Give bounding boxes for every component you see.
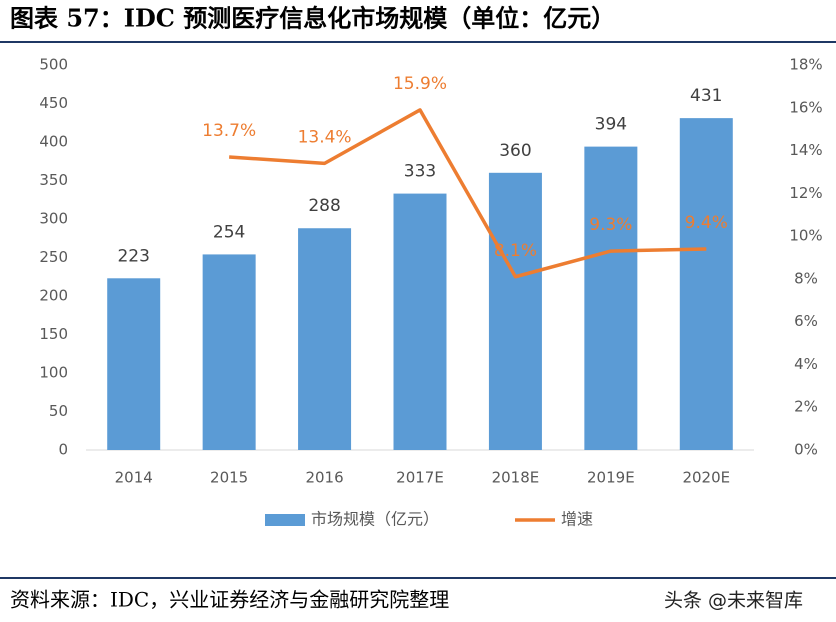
- chart-title: 图表 57：IDC 预测医疗信息化市场规模（单位：亿元）: [10, 4, 615, 33]
- legend-label: 市场规模（亿元）: [311, 510, 439, 529]
- legend-swatch: [265, 514, 305, 526]
- line-value-label: 15.9%: [393, 74, 447, 94]
- watermark: 头条 @未来智库: [664, 590, 803, 612]
- bar: [679, 118, 733, 450]
- line-value-label: 13.4%: [298, 127, 352, 147]
- x-tick-label: 2014: [115, 469, 153, 487]
- y2-tick-label: 4%: [794, 355, 818, 373]
- x-tick-label: 2019E: [587, 469, 635, 487]
- bar: [298, 228, 352, 450]
- bar: [488, 172, 542, 451]
- line-value-label: 8.1%: [494, 241, 537, 261]
- line-value-label: 9.3%: [589, 215, 632, 235]
- y-tick-label: 150: [39, 325, 68, 343]
- x-tick-label: 2020E: [682, 469, 730, 487]
- y2-tick-label: 8%: [794, 269, 818, 287]
- y2-tick-label: 18%: [789, 56, 822, 74]
- y2-tick-label: 14%: [789, 141, 822, 159]
- y-tick-label: 400: [39, 133, 68, 151]
- y2-tick-label: 16%: [789, 98, 822, 116]
- source: 资料来源：IDC，兴业证券经济与金融研究院整理: [10, 588, 449, 612]
- bar-value-label: 223: [117, 246, 149, 266]
- y-tick-label: 250: [39, 248, 68, 266]
- y-tick-label: 300: [39, 210, 68, 228]
- y2-tick-label: 6%: [794, 312, 818, 330]
- x-tick-label: 2018E: [492, 469, 540, 487]
- y-tick-label: 0: [58, 441, 68, 459]
- bar: [393, 193, 447, 450]
- y-tick-label: 100: [39, 364, 68, 382]
- y2-tick-label: 12%: [789, 184, 822, 202]
- bar-value-label: 360: [499, 141, 531, 161]
- bar: [107, 278, 161, 450]
- y-tick-label: 350: [39, 171, 68, 189]
- bar-value-label: 333: [404, 162, 436, 182]
- bar-value-label: 254: [213, 222, 245, 242]
- x-tick-label: 2017E: [396, 469, 444, 487]
- y-tick-label: 450: [39, 94, 68, 112]
- y-tick-label: 500: [39, 56, 68, 74]
- y-tick-label: 200: [39, 287, 68, 305]
- watermark-bg: [658, 585, 836, 617]
- bar: [202, 254, 256, 450]
- y-tick-label: 50: [49, 402, 68, 420]
- line: [229, 108, 707, 279]
- legend-label: 增速: [561, 510, 593, 529]
- bar-value-label: 431: [690, 86, 722, 106]
- bar-value-label: 288: [308, 196, 340, 216]
- line-value-label: 9.4%: [685, 213, 728, 233]
- bar: [584, 146, 638, 450]
- y2-tick-label: 2%: [794, 398, 818, 416]
- bar-value-label: 394: [595, 115, 627, 135]
- line-value-label: 13.7%: [202, 121, 256, 141]
- x-tick-label: 2015: [210, 469, 248, 487]
- y2-tick-label: 0%: [794, 441, 818, 459]
- x-tick-label: 2016: [305, 469, 343, 487]
- y2-tick-label: 10%: [789, 227, 822, 245]
